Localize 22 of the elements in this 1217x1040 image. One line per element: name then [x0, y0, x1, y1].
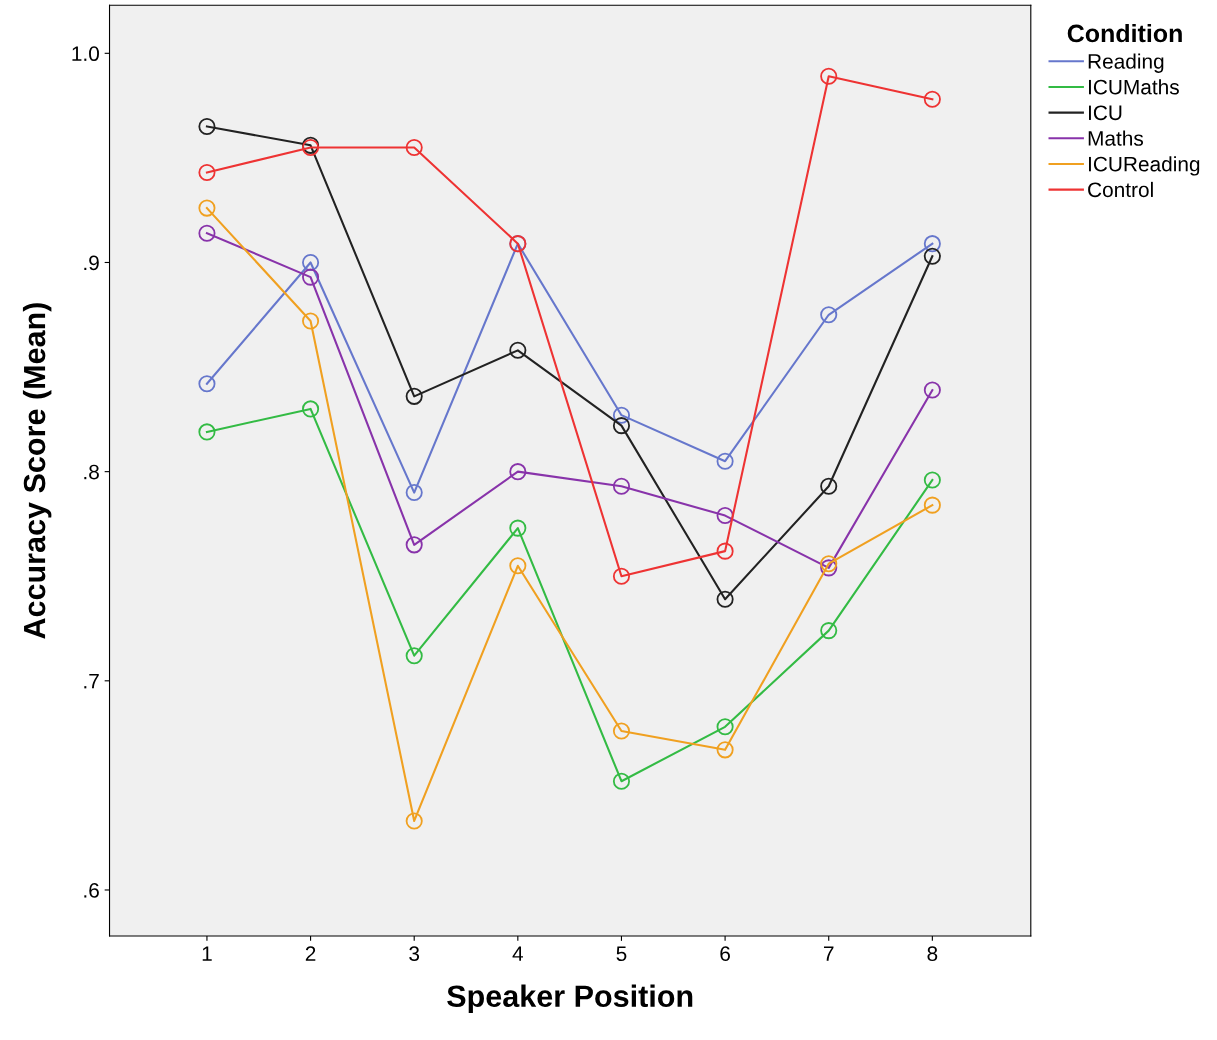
x-tick-label: 3 — [409, 946, 420, 962]
x-tick-label: 7 — [824, 946, 834, 961]
legend-label: Control — [1088, 181, 1153, 198]
y-tick-label: .9 — [84, 255, 99, 271]
y-tick-label: .6 — [84, 882, 99, 898]
y-tick-label: .8 — [84, 464, 99, 480]
y-tick-label: 1.0 — [72, 46, 99, 62]
x-axis-title: Speaker Position — [447, 984, 693, 1014]
legend-label: ICUMaths — [1088, 79, 1179, 95]
legend-label: Reading — [1088, 53, 1164, 73]
x-tick-label: 2 — [305, 946, 316, 961]
x-tick-label: 6 — [720, 946, 730, 962]
x-tick-label: 1 — [202, 946, 212, 961]
y-tick-label: .7 — [84, 674, 99, 689]
legend-label: ICUReading — [1088, 156, 1200, 176]
x-tick-label: 8 — [927, 946, 938, 962]
y-axis-title: Accuracy Score (Mean) — [22, 303, 52, 639]
legend-label: Maths — [1088, 130, 1144, 146]
legend-label: ICU — [1088, 105, 1122, 121]
legend-title: Condition — [1067, 23, 1182, 43]
x-tick-label: 5 — [616, 946, 627, 962]
x-tick-label: 4 — [512, 946, 524, 961]
